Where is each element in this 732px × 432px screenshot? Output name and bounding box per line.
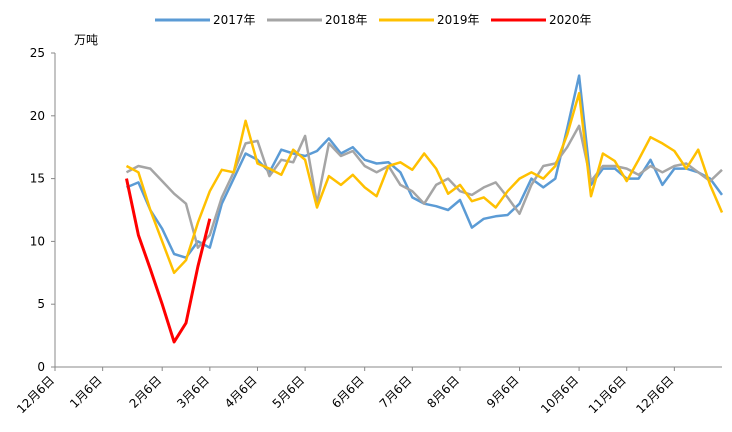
y-tick-label: 15: [30, 172, 45, 186]
y-tick-label: 10: [30, 234, 45, 248]
x-tick-label: 12月6日: [633, 373, 676, 416]
y-tick-label: 20: [30, 109, 45, 123]
x-tick-label: 7月6日: [377, 373, 415, 411]
y-unit: 万吨: [74, 33, 98, 47]
x-tick-label: 10月6日: [538, 373, 581, 416]
series-line: [125, 124, 723, 249]
series-line: [126, 74, 724, 259]
x-tick-label: 6月6日: [329, 373, 367, 411]
x-tick-label: 5月6日: [270, 373, 308, 411]
x-tick-label: 8月6日: [424, 373, 462, 411]
legend-label: 2019年: [437, 13, 480, 27]
x-tick-label: 3月6日: [174, 373, 212, 411]
legend-label: 2020年: [549, 13, 592, 27]
series-line: [125, 91, 724, 275]
x-tick-label: 11月6日: [586, 373, 629, 416]
x-tick-label: 1月6日: [67, 373, 105, 411]
legend-label: 2018年: [325, 13, 368, 27]
y-tick-label: 5: [37, 297, 45, 311]
x-tick-label: 12月6日: [14, 373, 57, 416]
series-line: [125, 178, 212, 344]
x-tick-label: 9月6日: [484, 373, 522, 411]
x-tick-label: 4月6日: [222, 373, 260, 411]
y-tick-label: 25: [30, 46, 45, 60]
y-tick-label: 0: [37, 360, 45, 374]
legend-label: 2017年: [213, 13, 256, 27]
x-tick-label: 2月6日: [127, 373, 165, 411]
